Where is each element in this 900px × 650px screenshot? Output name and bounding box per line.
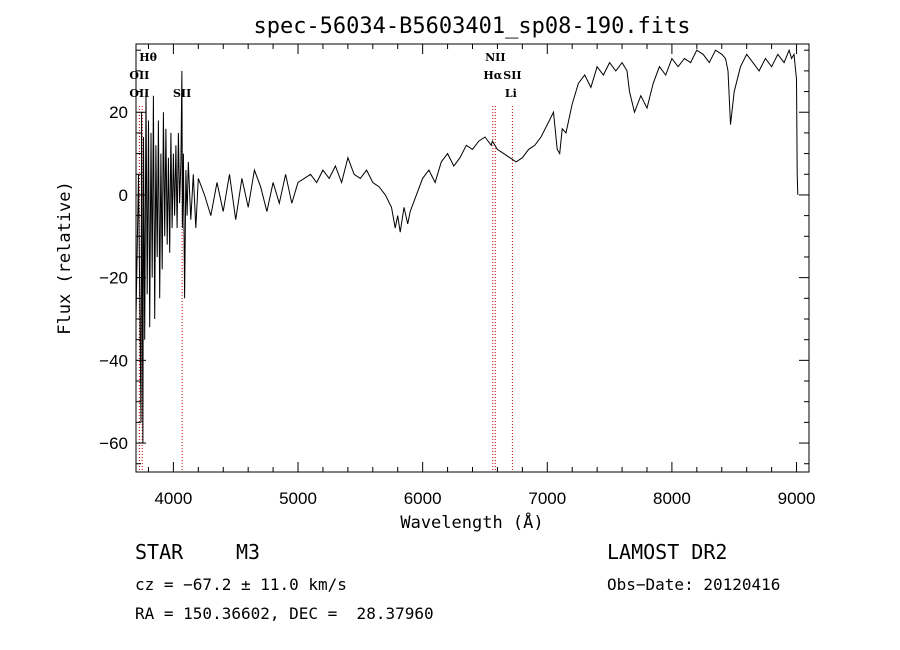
spectral-line-label: Hα	[483, 69, 502, 82]
y-axis: −60 −40 −20 0 20	[99, 49, 809, 465]
spectrum-line	[135, 48, 799, 444]
observation-date: Obs−Date: 20120416	[607, 575, 781, 594]
x-tick-label: 4000	[154, 489, 192, 508]
x-axis-label: Wavelength (Å)	[400, 511, 543, 533]
x-tick-label: 8000	[653, 489, 691, 508]
x-tick-label: 7000	[528, 489, 566, 508]
plot-frame	[135, 43, 810, 473]
spectral-line-label: OII	[129, 69, 149, 82]
spectral-line-label: OII	[129, 87, 149, 100]
object-type: STAR	[135, 540, 184, 564]
survey-name: LAMOST DR2	[607, 540, 728, 564]
y-tick-label: 20	[109, 103, 128, 122]
y-axis-label: Flux (relative)	[55, 181, 75, 335]
y-tick-label: −60	[99, 434, 128, 453]
chart-title: spec-56034-B5603401_sp08-190.fits	[253, 14, 690, 39]
spectral-line-label: Li	[505, 87, 517, 100]
x-tick-label: 5000	[279, 489, 317, 508]
x-tick-label: 6000	[404, 489, 442, 508]
spectral-line-label: NII	[485, 51, 505, 64]
y-tick-label: 0	[119, 186, 128, 205]
radial-velocity: cz = −67.2 ± 11.0 km/s	[135, 575, 347, 594]
x-axis: 4000 5000 6000 7000 8000 9000	[147, 44, 816, 508]
spectral-line-label: SII	[503, 69, 521, 82]
spectral-line-markers	[138, 106, 513, 472]
sky-coordinates: RA = 150.36602, DEC = 28.37960	[135, 604, 434, 623]
x-tick-label: 9000	[778, 489, 816, 508]
spectral-subclass: M3	[236, 540, 261, 564]
y-tick-label: −40	[99, 351, 128, 370]
spectral-line-label: Hθ	[139, 51, 157, 64]
y-tick-label: −20	[99, 269, 128, 288]
